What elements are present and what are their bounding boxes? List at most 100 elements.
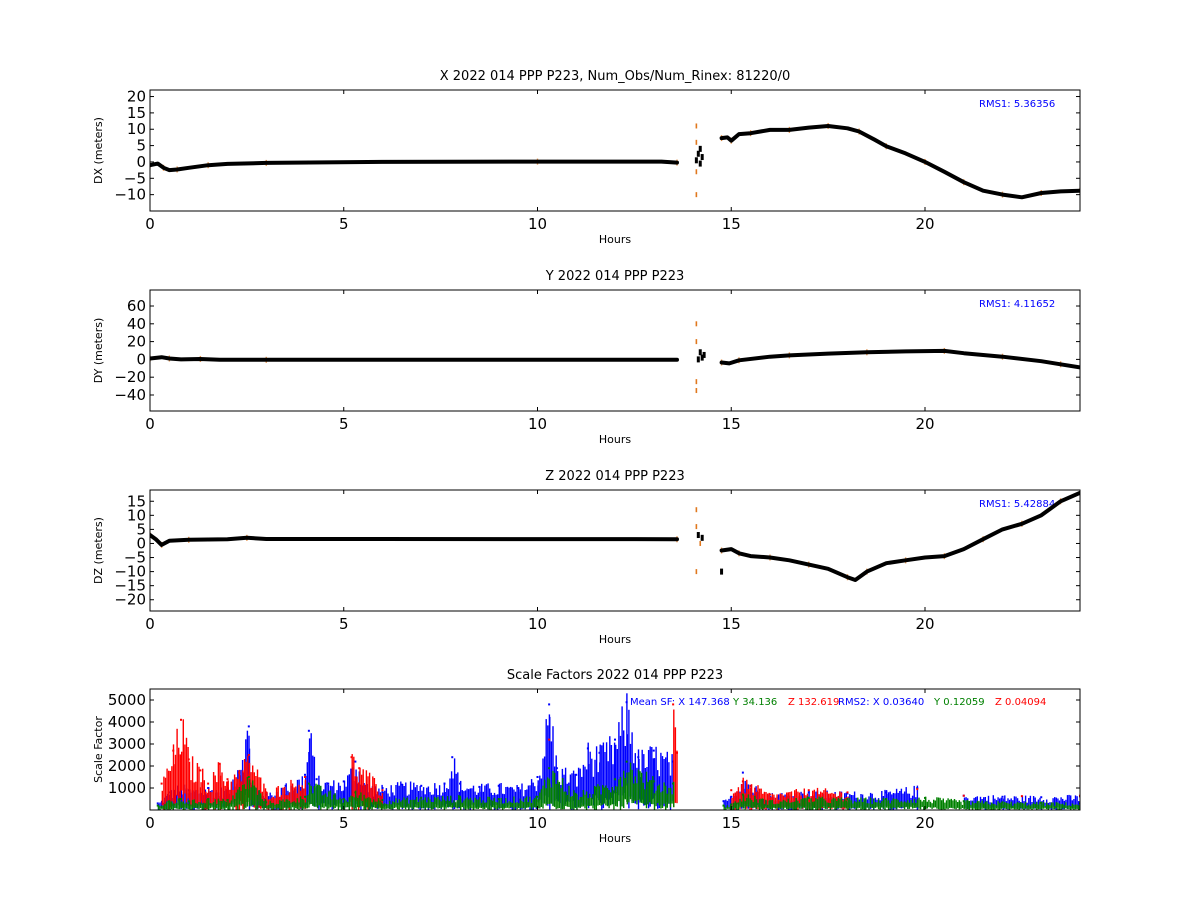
sf-cloud-y — [995, 805, 998, 809]
sf-cloud-y — [925, 796, 927, 809]
sf-cloud-x — [1028, 798, 1030, 808]
sf-cloud-x — [852, 795, 854, 809]
sf-cloud-z — [757, 785, 759, 810]
sf-cloud-y — [734, 801, 736, 809]
sf-cloud-y — [558, 781, 561, 809]
sf-cloud-y — [164, 804, 166, 810]
sf-cloud-z — [829, 793, 831, 808]
sf-point-z-21 — [807, 789, 810, 792]
sf-cloud-y — [260, 793, 262, 806]
sf-cloud-y — [970, 804, 972, 809]
sf-cloud-y — [521, 800, 523, 809]
sf-cloud-y — [992, 803, 994, 810]
sf-cloud-y — [944, 802, 946, 810]
sf-cloud-y — [669, 787, 672, 808]
sf-cloud-z — [812, 790, 814, 806]
sf-cloud-y — [165, 802, 168, 810]
sf-cloud-y — [387, 804, 389, 809]
sf-cloud-z — [304, 779, 307, 809]
sf-cloud-y — [610, 792, 612, 806]
sf-cloud-z — [365, 770, 368, 803]
sf-cloud-y — [401, 800, 404, 809]
sf-point-x-48 — [1040, 796, 1043, 799]
sf-cloud-y — [828, 802, 830, 808]
sf-cloud-y — [765, 799, 767, 808]
sf-cloud-x — [481, 783, 483, 808]
sf-cloud-y — [347, 801, 349, 808]
sf-cloud-y — [442, 796, 444, 808]
sf-cloud-y — [958, 800, 960, 810]
sf-ytick-label-4: 1000 — [108, 779, 146, 797]
sf-cloud-y — [225, 801, 228, 808]
sf-xtick-label-1: 5 — [339, 814, 349, 832]
sf-cloud-y — [299, 796, 302, 808]
sf-cloud-z — [169, 771, 171, 808]
sf-cloud-y — [813, 801, 815, 808]
sf-point-z-14 — [381, 789, 384, 792]
sf-cloud-y — [884, 799, 886, 810]
sf-cloud-x — [457, 772, 459, 809]
sf-cloud-y — [443, 799, 446, 810]
sf-cloud-y — [582, 790, 585, 807]
sf-cloud-z — [828, 793, 830, 809]
sf-cloud-y — [535, 795, 537, 808]
dx-ylabel: DX (meters) — [92, 117, 105, 184]
dx-xtick-label-0: 0 — [145, 215, 155, 233]
sf-cloud-y — [360, 792, 362, 807]
sf-cloud-y — [839, 799, 841, 809]
sf-cloud-y — [771, 800, 773, 810]
dz-xtick-label-2: 10 — [528, 615, 547, 633]
dy-outlier-2 — [695, 379, 698, 385]
sf-point-x-19 — [420, 784, 423, 787]
sf-cloud-y — [983, 803, 985, 809]
sf-cloud-x — [336, 790, 338, 805]
sf-cloud-y — [513, 796, 515, 810]
sf-cloud-x — [482, 791, 484, 808]
sf-cloud-x — [564, 767, 567, 805]
sf-cloud-y — [351, 796, 354, 808]
sf-cloud-x — [422, 787, 425, 809]
sf-cloud-y — [368, 797, 370, 810]
sf-cloud-x — [908, 793, 911, 807]
sf-cloud-x — [660, 752, 662, 806]
sf-cloud-y — [739, 798, 741, 808]
sf-cloud-y — [417, 802, 420, 808]
sf-cloud-x — [432, 794, 434, 809]
sf-cloud-y — [639, 771, 641, 803]
sf-cloud-z — [736, 791, 738, 809]
sf-cloud-z — [203, 780, 205, 810]
sf-cloud-z — [198, 766, 200, 807]
sf-cloud-y — [947, 798, 949, 810]
sf-point-y-12 — [381, 799, 384, 802]
dy-series-line-1 — [719, 348, 1080, 370]
sf-point-y-10 — [342, 798, 345, 800]
sf-cloud-x — [1070, 795, 1072, 809]
sf-cloud-y — [952, 800, 954, 809]
sf-cloud-y — [649, 780, 651, 803]
sf-cloud-x — [913, 785, 915, 807]
sf-cloud-y — [820, 797, 822, 810]
sf-cloud-y — [506, 802, 509, 808]
sf-cloud-z — [245, 761, 247, 802]
dy-rms-annotation: RMS1: 4.11652 — [979, 299, 1055, 310]
sf-point-z-5 — [207, 782, 210, 785]
sf-cloud-y — [488, 796, 491, 810]
sf-cloud-y — [321, 795, 324, 808]
dz-outlier-3 — [699, 540, 702, 546]
sf-cloud-z — [789, 792, 791, 807]
sf-cloud-x — [666, 751, 668, 808]
sf-cloud-z — [779, 793, 781, 808]
sf-cloud-x — [594, 759, 596, 796]
sf-cloud-y — [790, 802, 793, 809]
sf-cloud-y — [464, 798, 467, 810]
sf-cloud-x — [385, 788, 388, 806]
sf-cloud-y — [797, 800, 799, 808]
sf-cloud-y — [887, 800, 890, 810]
sf-cloud-x — [987, 795, 990, 809]
sf-cloud-x — [503, 794, 505, 808]
sf-cloud-y — [1010, 801, 1012, 809]
sf-cloud-y — [267, 804, 270, 809]
sf-point-x-12 — [315, 778, 318, 781]
sf-cloud-z — [211, 792, 213, 806]
sf-cloud-z — [776, 794, 778, 810]
